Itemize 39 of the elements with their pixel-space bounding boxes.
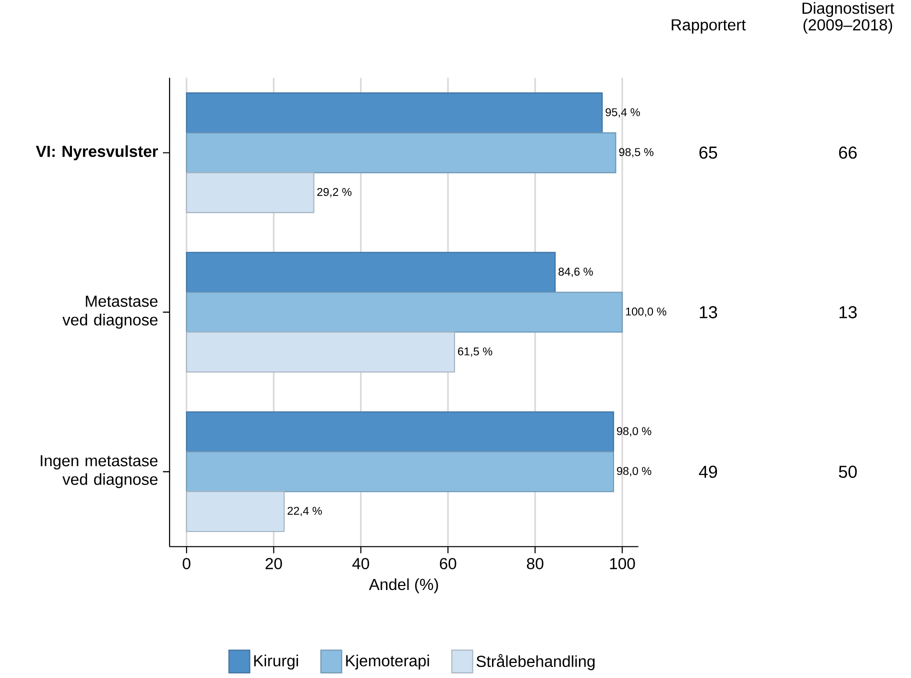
bar	[186, 451, 614, 492]
legend-label: Strålebehandling	[476, 654, 595, 670]
legend-label: Kirurgi	[254, 654, 298, 670]
data-label: 100,0 %	[626, 307, 666, 317]
text: 65	[699, 146, 718, 159]
text: Diagnostisert (2009–2018)	[802, 2, 894, 34]
x-tick-label: 60	[440, 558, 456, 570]
bar	[186, 92, 603, 134]
text: Rapportert	[672, 19, 746, 34]
x-axis-title: Andel (%)	[368, 578, 438, 594]
data-label: 22,4 %	[288, 506, 322, 516]
bar	[186, 490, 285, 532]
data-label: 95,4 %	[606, 108, 640, 118]
data-label: 29,2 %	[317, 188, 352, 198]
bar	[186, 292, 623, 333]
x-tick-label: 100	[610, 558, 635, 570]
text: 66	[839, 146, 857, 159]
text: 49	[698, 466, 717, 478]
x-tick-label: 80	[526, 558, 544, 570]
x-tick-label: 20	[266, 558, 282, 570]
data-label: 61,5 %	[458, 347, 492, 357]
text: 13	[700, 306, 718, 318]
bar	[186, 331, 456, 372]
data-label: 98,0 %	[616, 427, 652, 436]
legend-label: Kjemoterapi	[346, 654, 429, 670]
y-tick-label: Ingen metastase ved diagnose	[40, 455, 158, 488]
bar	[186, 132, 616, 174]
data-label: 98,5 %	[619, 148, 654, 158]
bar	[186, 172, 314, 213]
bar	[186, 252, 556, 293]
text: 50	[838, 466, 857, 478]
data-label: 98,0 %	[616, 466, 652, 476]
data-label: 84,6 %	[558, 268, 593, 277]
bar	[186, 411, 614, 452]
x-tick-label: 40	[352, 558, 370, 570]
x-tick-label: 0	[182, 558, 190, 570]
text: 13	[840, 306, 857, 318]
y-tick-label: Metastase ved diagnose	[62, 296, 158, 329]
y-tick-label: VI: Nyresvulster	[36, 145, 158, 160]
